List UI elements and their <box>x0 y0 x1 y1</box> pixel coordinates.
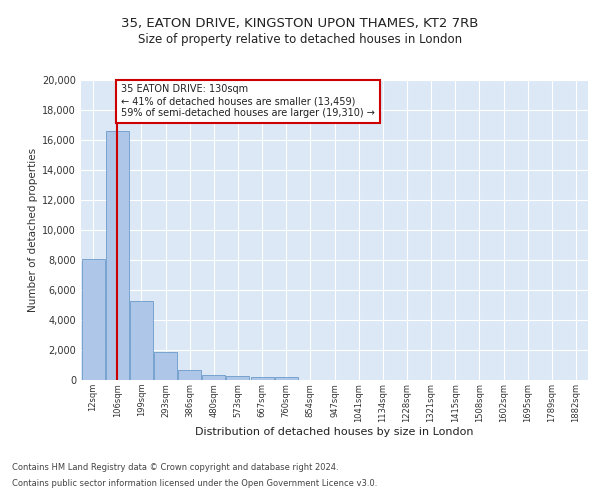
Bar <box>154 352 177 380</box>
Text: Contains HM Land Registry data © Crown copyright and database right 2024.: Contains HM Land Registry data © Crown c… <box>12 464 338 472</box>
X-axis label: Distribution of detached houses by size in London: Distribution of detached houses by size … <box>195 428 474 438</box>
Text: 35 EATON DRIVE: 130sqm
← 41% of detached houses are smaller (13,459)
59% of semi: 35 EATON DRIVE: 130sqm ← 41% of detached… <box>121 84 375 117</box>
Bar <box>275 377 298 380</box>
Bar <box>130 300 153 380</box>
Bar <box>226 376 250 380</box>
Text: 35, EATON DRIVE, KINGSTON UPON THAMES, KT2 7RB: 35, EATON DRIVE, KINGSTON UPON THAMES, K… <box>121 18 479 30</box>
Bar <box>202 375 225 380</box>
Bar <box>106 131 128 380</box>
Bar <box>251 377 274 380</box>
Text: Size of property relative to detached houses in London: Size of property relative to detached ho… <box>138 32 462 46</box>
Text: Contains public sector information licensed under the Open Government Licence v3: Contains public sector information licen… <box>12 478 377 488</box>
Bar <box>82 258 104 380</box>
Y-axis label: Number of detached properties: Number of detached properties <box>28 148 38 312</box>
Bar <box>178 370 201 380</box>
